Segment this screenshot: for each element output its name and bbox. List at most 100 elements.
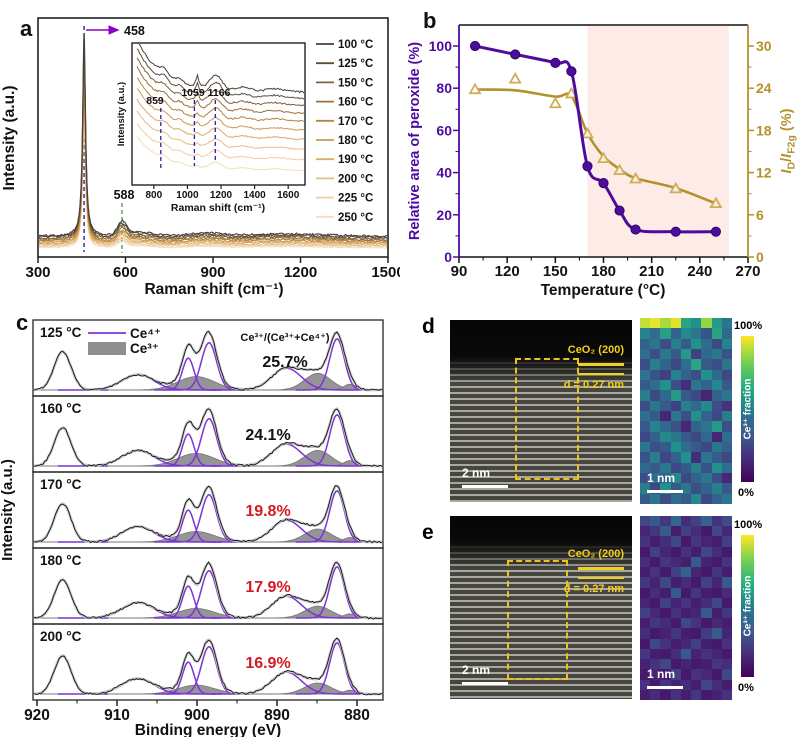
map-cell (650, 421, 661, 432)
map-cell (711, 493, 722, 504)
map-cell (640, 659, 651, 670)
map-cell (660, 567, 671, 578)
map-cell (711, 516, 722, 527)
svg-text:Binding energy (eV): Binding energy (eV) (135, 722, 281, 737)
map-cell (660, 679, 671, 690)
map-cell (711, 410, 722, 422)
map-cell (650, 410, 661, 422)
map-cell (701, 318, 712, 329)
map-cell (701, 608, 712, 619)
scalebar-text: 1 nm (647, 471, 676, 485)
map-cell (711, 608, 722, 619)
map-cell (701, 567, 712, 578)
map-cell (680, 679, 692, 690)
map-cell (640, 348, 651, 360)
map-cell (670, 689, 681, 700)
map-cell (691, 359, 702, 370)
map-cell (660, 410, 671, 422)
map-cell (650, 628, 661, 639)
svg-text:30: 30 (756, 38, 772, 54)
map-cell (711, 400, 722, 411)
svg-text:b: b (423, 8, 436, 33)
map-cell (640, 441, 651, 453)
map-cell (691, 493, 702, 504)
map-cell (691, 472, 702, 484)
panel-d-label: d (422, 315, 435, 338)
svg-text:Ce³⁺/(Ce³⁺+Ce⁴⁺): Ce³⁺/(Ce³⁺+Ce⁴⁺) (240, 332, 330, 344)
map-cell (721, 618, 732, 629)
map-cell (711, 462, 722, 473)
map-cell (691, 638, 702, 649)
svg-text:0: 0 (444, 249, 452, 265)
svg-text:40: 40 (436, 165, 452, 181)
map-cell (721, 546, 732, 557)
map-cell (660, 648, 671, 660)
svg-text:160 °C: 160 °C (338, 97, 373, 109)
map-cell (650, 400, 661, 411)
raman-inset-curves (136, 44, 304, 172)
map-cell (721, 431, 732, 442)
map-cell (721, 359, 732, 370)
svg-text:60: 60 (436, 122, 452, 138)
map-cell (670, 526, 681, 537)
right-axis-label: ID/IF2g (%) (779, 108, 798, 173)
map-cell (640, 483, 651, 494)
svg-text:16.9%: 16.9% (245, 655, 290, 672)
map-cell (701, 526, 712, 537)
colorbar-min-label: 0% (738, 487, 754, 499)
map-cell (660, 338, 671, 349)
svg-text:910: 910 (104, 707, 130, 724)
map-cell (670, 577, 681, 588)
map-cell (640, 628, 651, 639)
map-cell (691, 348, 702, 360)
map-cell (650, 648, 661, 660)
map-cell (650, 679, 661, 690)
svg-text:24.1%: 24.1% (245, 427, 290, 444)
map-cell (711, 379, 722, 391)
panel-c-xps-spectra: 125 °C 25.7% Ce³⁺/(Ce³⁺+Ce⁴⁺) Ce⁴⁺Ce³⁺ 160 °… (0, 310, 384, 737)
svg-text:1200: 1200 (210, 190, 233, 201)
map-cell (660, 369, 671, 380)
series-peroxide-area (469, 40, 721, 237)
colorbar-max-label: 100% (734, 320, 763, 332)
map-cell (650, 441, 661, 453)
map-cell (650, 689, 661, 700)
map-cell (711, 441, 722, 453)
map-cell (650, 536, 661, 547)
map-cell (640, 567, 651, 578)
map-cell (660, 318, 671, 329)
colorbar-max-label: 100% (734, 519, 763, 531)
map-cell (701, 638, 712, 649)
map-cell (640, 679, 651, 690)
xps-spectrum-200C (34, 636, 382, 696)
map-cell (701, 546, 712, 557)
map-cell (701, 483, 712, 494)
map-cell (721, 577, 732, 588)
svg-text:6: 6 (756, 207, 764, 223)
scalebar-2nm: 2 nm (462, 466, 508, 488)
map-cell (721, 638, 732, 649)
map-cell (670, 556, 681, 568)
map-cell (721, 369, 732, 380)
roi-rectangle-e (507, 560, 568, 680)
map-cell (680, 431, 692, 442)
map-cell (650, 597, 661, 608)
map-cell (721, 452, 732, 463)
lattice-plane-line (578, 372, 624, 375)
d-spacing-label: d = 0.27 nm (563, 379, 624, 391)
map-cell (711, 390, 722, 401)
map-cell (691, 431, 702, 442)
map-cell (650, 379, 661, 391)
map-cell (680, 516, 692, 527)
map-cell (721, 669, 732, 680)
map-cell (711, 587, 722, 598)
map-cell (650, 318, 661, 329)
lattice-plane-line (578, 576, 624, 579)
colorbar-min-label: 0% (738, 682, 754, 694)
map-cell (640, 556, 651, 568)
map-cell (680, 628, 692, 639)
colorbar-d: Ce³⁺ fraction (741, 336, 754, 482)
map-cell (691, 400, 702, 411)
svg-text:0: 0 (756, 249, 764, 265)
map-cell (670, 618, 681, 629)
